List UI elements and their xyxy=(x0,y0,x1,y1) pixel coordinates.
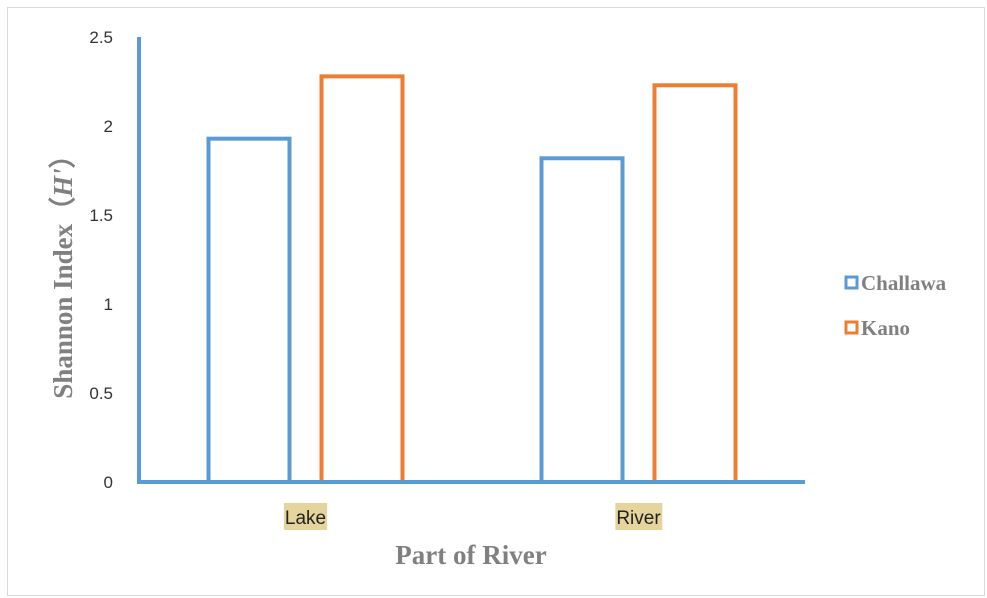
x-category-label: River xyxy=(616,508,661,529)
y-tick-labels: 0 0.5 1 1.5 2 2.5 xyxy=(89,28,113,492)
y-tick-label: 0.5 xyxy=(89,384,113,403)
bar-challawa-river xyxy=(539,156,625,484)
bar-kano-river xyxy=(652,83,738,484)
legend-swatch-challawa xyxy=(844,275,859,290)
category-label-highlight xyxy=(615,503,663,530)
y-tick-label: 1 xyxy=(104,295,113,314)
y-tick-label: 0 xyxy=(104,473,113,492)
x-category-label: Lake xyxy=(285,508,326,529)
y-axis-title-main: Shannon Index（ xyxy=(48,197,78,399)
bars xyxy=(206,74,738,484)
bar-kano-lake xyxy=(319,74,405,484)
y-tick-label: 1.5 xyxy=(89,206,113,225)
axes xyxy=(137,37,805,484)
x-axis-title: Part of River xyxy=(395,540,546,570)
bar-challawa-lake xyxy=(206,136,292,484)
legend-label-kano: Kano xyxy=(861,316,910,340)
y-tick-label: 2 xyxy=(104,117,113,136)
legend: Challawa Kano xyxy=(844,271,947,340)
chart-frame xyxy=(7,7,985,596)
legend-swatch-kano xyxy=(844,320,859,335)
y-tick-label: 2.5 xyxy=(89,28,113,47)
y-axis-title-close: ） xyxy=(48,141,78,168)
category-label-highlight xyxy=(283,503,328,530)
y-axis-title: Shannon Index（H'） xyxy=(48,141,78,398)
x-category-labels: Lake River xyxy=(283,503,663,530)
y-axis-title-symbol: H' xyxy=(48,168,78,198)
legend-label-challawa: Challawa xyxy=(861,271,947,295)
